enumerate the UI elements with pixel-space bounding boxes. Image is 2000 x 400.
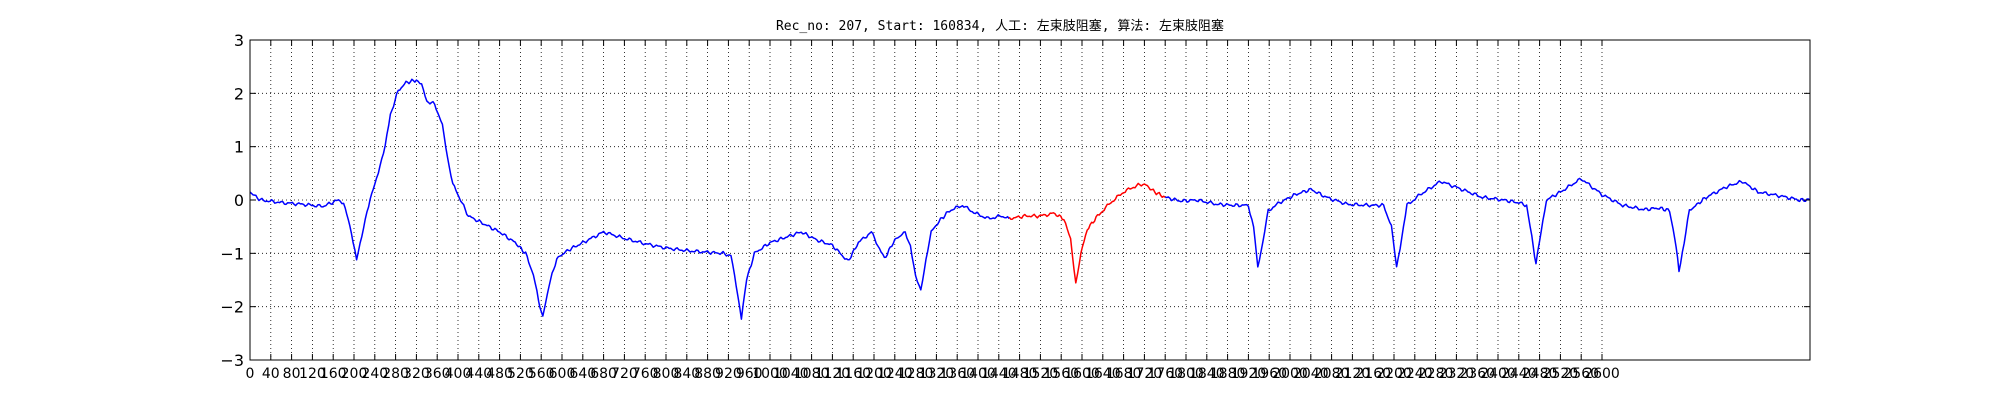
- x-tick-label: 960: [736, 366, 763, 382]
- series-layer: [249, 78, 1811, 320]
- x-tick-label: 40: [262, 366, 280, 382]
- x-tick-label: 1960: [1251, 366, 1287, 382]
- x-tick-label: 1400: [960, 366, 996, 382]
- x-tick-label: 1560: [1043, 366, 1079, 382]
- x-tick-label: 1840: [1189, 366, 1225, 382]
- x-tick-label: 1240: [877, 366, 913, 382]
- y-tick-label: 0: [234, 191, 244, 210]
- y-tick-label: −1: [220, 244, 244, 263]
- x-tick-label: 2360: [1459, 366, 1495, 382]
- x-tick-label: 2400: [1480, 366, 1516, 382]
- x-tick-label: 760: [632, 366, 659, 382]
- x-tick-label: 920: [715, 366, 742, 382]
- y-tick-label: −3: [220, 351, 244, 370]
- x-tick-label: 600: [549, 366, 576, 382]
- x-tick-label: 2240: [1397, 366, 1433, 382]
- x-tick-label: 0: [246, 366, 255, 382]
- x-tick-label: 480: [486, 366, 513, 382]
- x-tick-label: 1800: [1168, 366, 1204, 382]
- x-tick-label: 1760: [1147, 366, 1183, 382]
- x-tick-label: 520: [507, 366, 534, 382]
- y-tick-label: −2: [220, 298, 244, 317]
- x-tick-label: 440: [465, 366, 492, 382]
- y-tick-label: 2: [234, 84, 244, 103]
- x-tick-label: 280: [382, 366, 409, 382]
- x-tick-label: 880: [694, 366, 721, 382]
- x-tick-label: 1280: [898, 366, 934, 382]
- x-tick-label: 2280: [1418, 366, 1454, 382]
- x-axis: 0 40 8012016020024028032036040044048052056…: [246, 40, 1620, 382]
- x-tick-label: 2440: [1501, 366, 1537, 382]
- x-tick-label: 2320: [1439, 366, 1475, 382]
- x-tick-label: 720: [611, 366, 638, 382]
- x-tick-label: 1720: [1127, 366, 1163, 382]
- x-tick-label: 320: [403, 366, 430, 382]
- x-tick-label: 1920: [1231, 366, 1267, 382]
- x-tick-label: 680: [590, 366, 617, 382]
- x-tick-label: 1680: [1106, 366, 1142, 382]
- x-tick-label: 1040: [773, 366, 809, 382]
- x-tick-label: 2160: [1355, 366, 1391, 382]
- x-tick-label: 1600: [1064, 366, 1100, 382]
- x-tick-label: 2200: [1376, 366, 1412, 382]
- x-tick-label: 2080: [1314, 366, 1350, 382]
- x-tick-label: 200: [341, 366, 368, 382]
- x-tick-label: 1080: [794, 366, 830, 382]
- x-tick-label: 80: [283, 366, 301, 382]
- ecg-trace-segment-2: [1008, 182, 1166, 284]
- x-tick-label: 1320: [919, 366, 955, 382]
- x-tick-label: 800: [653, 366, 680, 382]
- y-tick-label: 1: [234, 138, 244, 157]
- y-axis: −3 −2 −1 0 1 2 3: [220, 31, 1810, 370]
- x-tick-label: 240: [361, 366, 388, 382]
- x-tick-label: 2600: [1584, 366, 1620, 382]
- x-tick-label: 2520: [1543, 366, 1579, 382]
- x-tick-label: 400: [445, 366, 472, 382]
- ecg-trace-segment-3: [1165, 177, 1811, 273]
- y-tick-label: 3: [234, 31, 244, 50]
- x-tick-label: 2040: [1293, 366, 1329, 382]
- x-tick-label: 1120: [815, 366, 851, 382]
- x-tick-label: 560: [528, 366, 555, 382]
- x-tick-label: 1640: [1085, 366, 1121, 382]
- x-tick-label: 1360: [939, 366, 975, 382]
- ecg-trace-segment-1: [249, 78, 1010, 320]
- x-tick-label: 120: [299, 366, 326, 382]
- x-tick-label: 1160: [835, 366, 871, 382]
- x-tick-label: 1480: [1002, 366, 1038, 382]
- x-tick-label: 2480: [1522, 366, 1558, 382]
- x-tick-label: 1000: [752, 366, 788, 382]
- x-tick-label: 2120: [1335, 366, 1371, 382]
- x-tick-label: 1440: [981, 366, 1017, 382]
- x-tick-label: 640: [569, 366, 596, 382]
- x-tick-label: 1880: [1210, 366, 1246, 382]
- grid-lines: [250, 40, 1810, 360]
- x-tick-label: 1200: [856, 366, 892, 382]
- x-tick-label: 160: [320, 366, 347, 382]
- x-tick-label: 360: [424, 366, 451, 382]
- chart-title: Rec_no: 207, Start: 160834, 人工: 左束肢阻塞, 算…: [776, 18, 1224, 34]
- x-tick-label: 1520: [1023, 366, 1059, 382]
- x-tick-label: 2560: [1563, 366, 1599, 382]
- x-tick-label: 840: [673, 366, 700, 382]
- x-tick-label: 2000: [1272, 366, 1308, 382]
